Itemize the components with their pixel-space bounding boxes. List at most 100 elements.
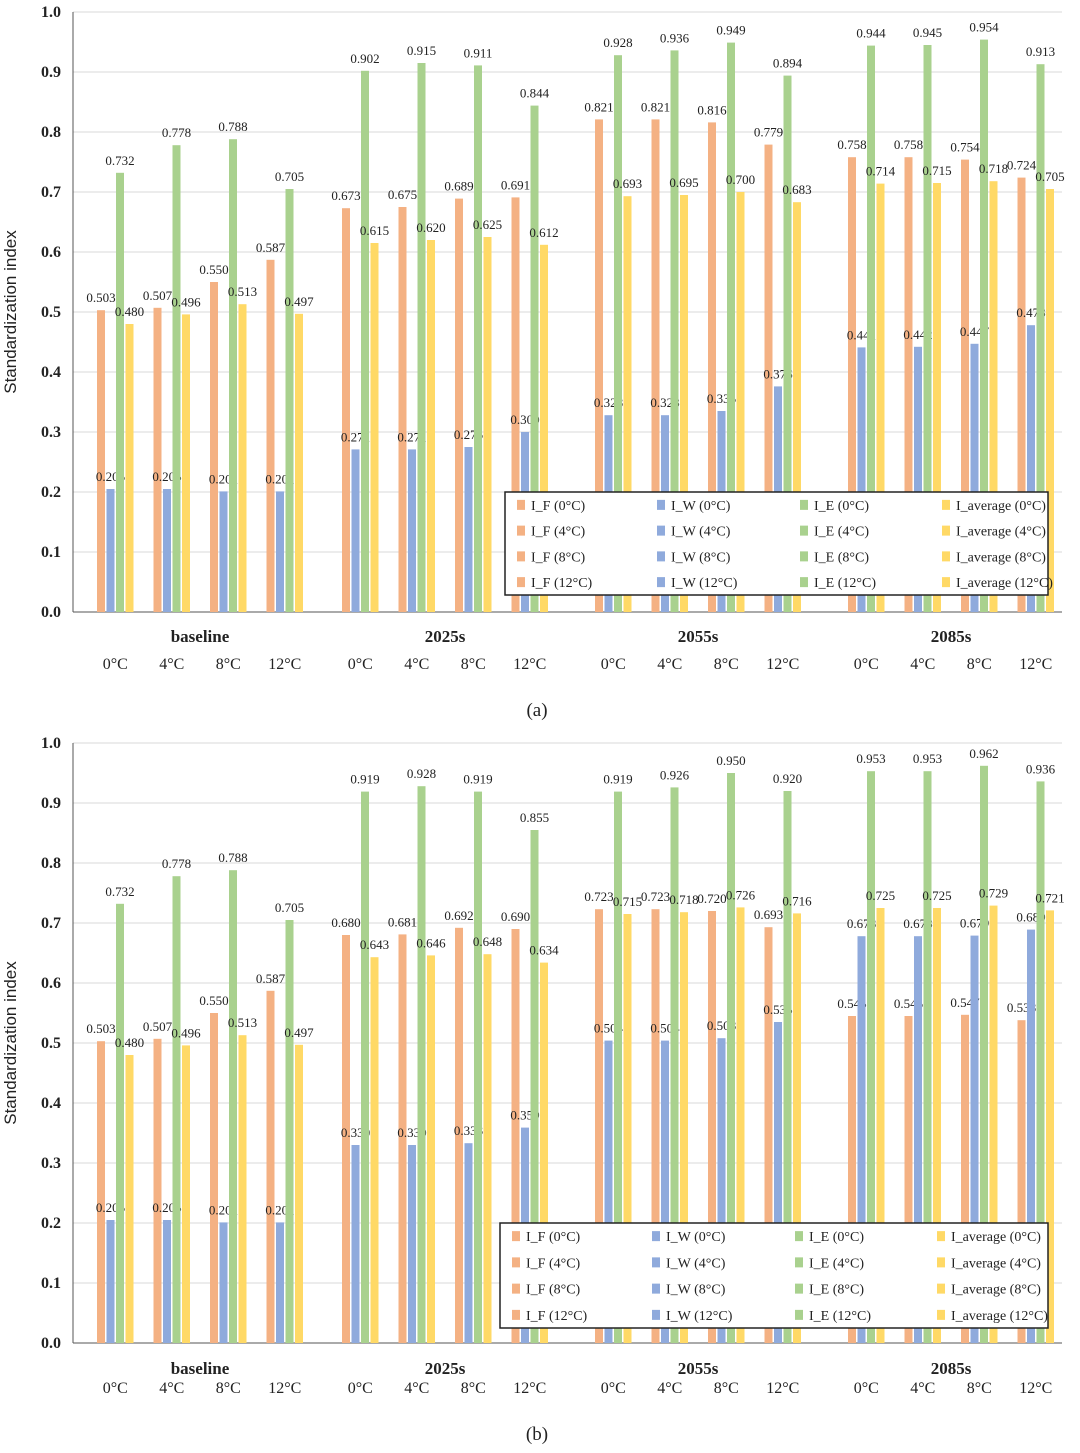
bar-i-w-baseline-0	[106, 489, 115, 612]
legend-swatch	[512, 1257, 520, 1268]
data-label: 0.718	[669, 892, 698, 907]
bar-i-w-baseline-1	[163, 489, 171, 612]
data-label: 0.513	[228, 284, 257, 299]
data-label: 0.497	[284, 294, 314, 309]
bar-i-average-2025s-2	[483, 954, 492, 1343]
data-label: 0.689	[444, 179, 473, 194]
bar-i-w-2055s-3	[774, 1022, 782, 1343]
y-tick-label: 0.5	[41, 1035, 61, 1052]
legend-swatch	[657, 551, 665, 562]
y-tick-label: 1.0	[41, 4, 61, 21]
legend-label: I_F (0°C)	[526, 1230, 581, 1245]
data-label: 0.721	[1035, 890, 1064, 905]
data-label: 0.729	[979, 886, 1008, 901]
chart-panel-a: 0.0 0.1 0.2 0.3 0.4 0.5 0.6 0.7 0.8 0.9 1.0 Standar…	[1, 4, 1065, 721]
bar-i-e-2055s-2	[727, 42, 735, 613]
bar-i-w-baseline-3	[276, 491, 284, 612]
data-label: 0.758	[894, 137, 923, 152]
x-temperature-label: 0°C	[348, 1380, 373, 1397]
y-tick-label: 0.2	[41, 1215, 61, 1232]
legend-swatch	[942, 551, 950, 562]
x-temperature-label: 0°C	[601, 656, 626, 673]
y-axis-label: Standardization index	[1, 230, 20, 394]
x-temperature-label: 4°C	[657, 656, 682, 673]
bar-i-f-2055s-3	[764, 927, 773, 1343]
bar-i-e-2055s-1	[670, 787, 679, 1343]
legend-swatch	[795, 1257, 803, 1268]
bar-i-f-2055s-1	[651, 909, 660, 1343]
legend-label: I_F (12°C)	[531, 576, 593, 591]
data-label: 0.928	[407, 766, 436, 781]
legend-label: I_E (12°C)	[809, 1309, 871, 1324]
bar-i-e-baseline-1	[172, 145, 181, 612]
bar-i-e-2055s-1	[670, 50, 679, 612]
data-label: 0.690	[501, 909, 530, 924]
bar-i-f-2025s-2	[455, 198, 463, 612]
x-temperature-label: 8°C	[461, 1380, 486, 1397]
data-label: 0.648	[473, 934, 502, 949]
legend-swatch	[517, 525, 525, 536]
data-label: 0.919	[463, 772, 492, 787]
data-label: 0.920	[773, 771, 802, 786]
bar-i-e-baseline-3	[285, 920, 294, 1343]
data-label: 0.705	[1035, 169, 1064, 184]
data-label: 0.496	[171, 294, 201, 309]
x-temperature-label: 0°C	[601, 1380, 626, 1397]
legend-box	[499, 1222, 1049, 1329]
x-temperature-label: 0°C	[854, 656, 879, 673]
bar-i-f-2025s-1	[398, 207, 407, 612]
data-label: 0.643	[360, 937, 389, 952]
legend-label: I_W (8°C)	[666, 1283, 726, 1298]
x-temperature-label: 0°C	[348, 656, 373, 673]
bar-i-e-2085s-3	[1036, 64, 1045, 612]
data-label: 0.714	[866, 164, 896, 179]
bar-i-w-baseline-2	[219, 491, 228, 612]
x-temperature-label: 0°C	[854, 1380, 879, 1397]
bar-i-f-2085s-0	[848, 157, 856, 612]
bar-i-average-2025s-1	[427, 240, 435, 612]
x-temperature-label: 8°C	[461, 656, 486, 673]
x-group-label: 2055s	[678, 1359, 719, 1378]
y-tick-label: 0.1	[41, 544, 61, 561]
legend-swatch	[512, 1309, 520, 1320]
bar-i-e-2085s-2	[980, 39, 988, 613]
bar-i-average-2055s-3	[793, 202, 801, 612]
bar-i-w-2055s-0	[604, 1040, 613, 1343]
data-label: 0.693	[754, 907, 783, 922]
legend-label: I_F (12°C)	[526, 1309, 588, 1324]
bar-i-average-baseline-1	[182, 1045, 190, 1343]
x-group-label: 2085s	[931, 627, 972, 646]
bar-i-f-2055s-2	[708, 911, 716, 1343]
bar-i-e-2055s-3	[783, 791, 792, 1343]
x-temperature-label: 4°C	[910, 656, 935, 673]
legend-swatch	[795, 1283, 803, 1294]
legend-swatch	[657, 525, 665, 536]
bar-i-e-baseline-1	[172, 876, 181, 1343]
data-label: 0.723	[641, 889, 670, 904]
legend-swatch	[800, 577, 808, 588]
bar-i-average-2085s-1	[933, 908, 941, 1343]
x-group-label: 2025s	[425, 1359, 466, 1378]
panel-caption: (a)	[526, 700, 547, 721]
legend-swatch	[652, 1309, 660, 1320]
bar-i-average-2025s-0	[370, 957, 379, 1343]
bar-i-w-2085s-0	[857, 347, 866, 612]
data-label: 0.919	[603, 772, 632, 787]
bar-i-e-baseline-2	[229, 139, 237, 612]
bar-i-average-baseline-2	[238, 1035, 247, 1343]
bar-i-average-baseline-0	[125, 324, 134, 612]
data-label: 0.758	[837, 137, 866, 152]
x-group-label: 2025s	[425, 627, 466, 646]
bar-i-average-2055s-0	[623, 196, 632, 612]
bar-i-average-2055s-1	[680, 195, 688, 612]
x-temperature-label: 8°C	[714, 656, 739, 673]
legend-swatch	[652, 1283, 660, 1294]
legend-swatch	[937, 1309, 945, 1320]
data-label: 0.550	[199, 993, 228, 1008]
data-label: 0.680	[331, 915, 360, 930]
data-label: 0.620	[416, 220, 445, 235]
data-label: 0.724	[1007, 158, 1037, 173]
data-label: 0.902	[350, 51, 379, 66]
data-label: 0.949	[716, 23, 745, 38]
